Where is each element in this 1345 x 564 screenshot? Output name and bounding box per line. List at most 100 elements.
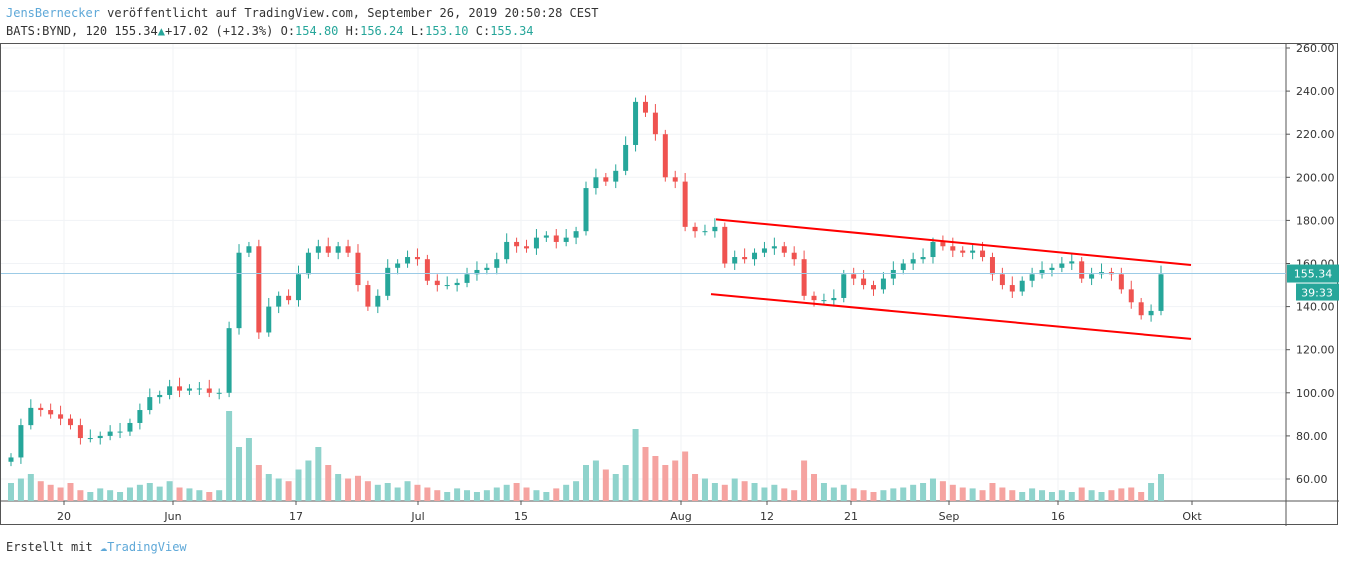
price-tick-label: 260.00 [1296, 44, 1335, 55]
volume-bar [989, 483, 996, 501]
candle-body [167, 386, 173, 395]
candle-body [345, 246, 351, 253]
candle-body [196, 388, 202, 390]
volume-bar [900, 487, 907, 501]
volume-bar [454, 488, 461, 501]
candle-body [77, 425, 83, 439]
candle-body [494, 259, 500, 268]
candle-body [742, 257, 748, 260]
candle-body [633, 101, 639, 145]
candle-body [276, 295, 282, 307]
price-chart[interactable]: 60.0080.00100.00120.00140.00160.00180.00… [1, 44, 1339, 526]
brand-name: TradingView [107, 540, 187, 554]
candle-body [1019, 280, 1025, 292]
candle-body [781, 246, 787, 253]
candle-body [533, 237, 539, 249]
volume-bar [107, 490, 114, 501]
candle-body [1069, 261, 1075, 264]
volume-bar [37, 481, 44, 501]
candle-body [811, 295, 817, 301]
volume-bar [543, 492, 550, 501]
volume-bar [325, 465, 332, 501]
candle-body [890, 269, 896, 279]
candle-body [1128, 289, 1134, 303]
volume-bar [136, 484, 143, 501]
candle-body [732, 257, 738, 264]
open-label: O: [280, 24, 296, 38]
volume-bar [999, 487, 1006, 501]
candle-body [405, 257, 411, 264]
volume-bar [682, 451, 689, 501]
candle-body [861, 278, 867, 286]
volume-bar [731, 478, 738, 501]
open-value: 154.80 [295, 24, 339, 38]
volume-bar [394, 487, 401, 501]
candle-body [464, 274, 470, 283]
candle-body [543, 235, 549, 238]
time-tick-label: Jun [163, 510, 181, 523]
candle-body [8, 457, 14, 462]
volume-bar [434, 490, 441, 501]
last-price: 155.34 [114, 24, 158, 38]
candle-body [107, 431, 113, 436]
volume-bar [1068, 492, 1075, 501]
candle-body [593, 177, 599, 189]
candle-body [296, 274, 301, 301]
candle-body [989, 257, 995, 275]
candle-body [236, 252, 242, 329]
candle-body [305, 252, 311, 275]
volume-bar [206, 492, 213, 501]
candle-body [315, 246, 321, 253]
candle-body [1118, 274, 1124, 290]
time-tick-label: 17 [289, 510, 303, 523]
candle-body [256, 246, 262, 333]
volume-bar [245, 438, 252, 501]
volume-bar [8, 483, 14, 501]
price-change: +17.02 (+12.3%) [164, 24, 274, 38]
volume-bar [216, 490, 223, 501]
candle-body [851, 274, 857, 279]
volume-bar [1048, 492, 1055, 501]
candle-body [524, 246, 530, 249]
time-tick-label: Okt [1182, 510, 1202, 523]
volume-bar [1039, 490, 1046, 501]
price-tick-label: 240.00 [1296, 85, 1335, 98]
candle-body [563, 237, 569, 242]
volume-bar [305, 460, 312, 501]
candle-body [682, 181, 688, 227]
volume-bar [692, 474, 699, 501]
candle-body [157, 394, 163, 398]
volume-bar [503, 484, 510, 501]
volume-bar [910, 484, 917, 501]
candle-body [652, 112, 658, 135]
candle-body [1009, 285, 1015, 292]
volume-bar [583, 465, 589, 501]
price-tick-label: 200.00 [1296, 171, 1335, 184]
volume-bar [632, 429, 639, 501]
tradingview-logo[interactable]: ☁TradingView [100, 540, 187, 554]
candle-body [504, 241, 510, 260]
candle-body [444, 285, 450, 287]
author-link[interactable]: JensBernecker [6, 6, 100, 20]
volume-bar [781, 488, 788, 501]
candle-body [553, 235, 559, 242]
candle-body [1079, 261, 1085, 279]
chart-area[interactable]: 60.00 80.00 100.00 120.00 140.00 160.00 180.00… [0, 43, 1339, 526]
volume-bar [563, 484, 570, 501]
low-label: L: [410, 24, 426, 38]
price-tick-label: 80.00 [1296, 430, 1328, 443]
candle-body [900, 263, 906, 270]
volume-bar [444, 492, 451, 501]
candle-body [801, 259, 807, 296]
volume-bar [1078, 487, 1085, 501]
candle-body [1029, 274, 1035, 281]
volume-bar [751, 483, 758, 501]
candle-body [206, 388, 212, 393]
volume-bar [1019, 492, 1026, 501]
close-label: C: [475, 24, 491, 38]
volume-bar [1098, 492, 1105, 501]
candle-body [18, 425, 24, 458]
candle-body [365, 285, 371, 307]
candle-body [960, 250, 966, 253]
volume-bar [791, 490, 798, 501]
